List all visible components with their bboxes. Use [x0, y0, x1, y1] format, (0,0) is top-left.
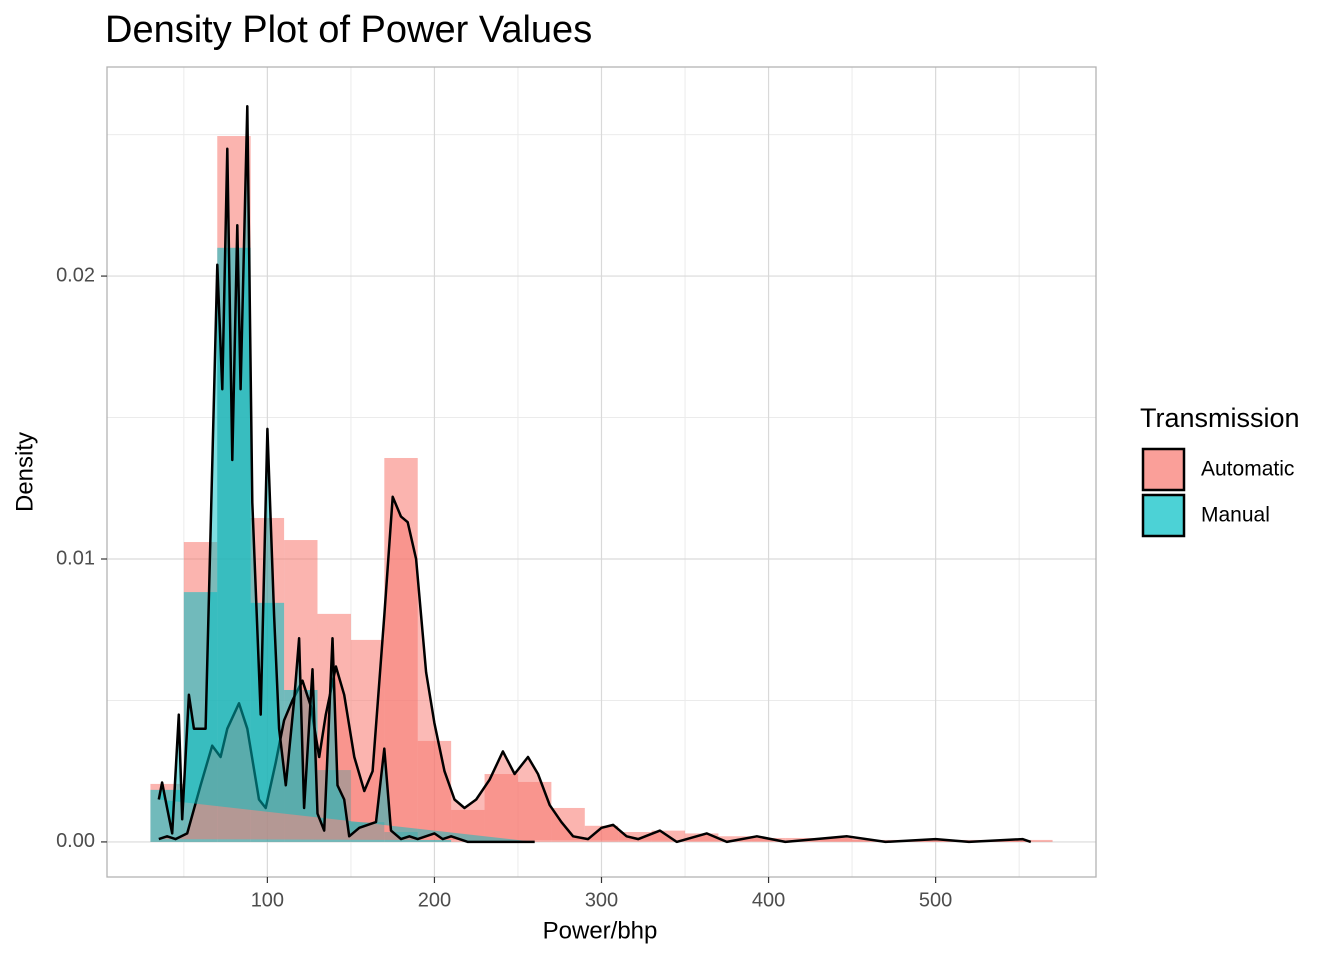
legend-label: Automatic [1201, 458, 1294, 481]
x-tick-label: 100 [251, 889, 284, 911]
density-curve [157, 105, 535, 844]
x-tick-label: 300 [585, 889, 618, 911]
legend-key [1141, 447, 1186, 492]
y-tick-label: 0.00 [56, 830, 95, 852]
legend-key [1141, 493, 1186, 538]
x-axis-label: Power/bhp [543, 917, 658, 944]
chart-title: Density Plot of Power Values [105, 9, 592, 51]
legend-label: Manual [1201, 504, 1270, 527]
legend-title: Transmission [1140, 403, 1300, 433]
y-axis-label: Density [11, 432, 38, 512]
y-tick-label: 0.01 [56, 547, 95, 569]
x-tick-label: 500 [919, 889, 952, 911]
histogram-bar [417, 839, 452, 842]
x-tick-label: 200 [418, 889, 451, 911]
histogram-bar [1019, 839, 1053, 842]
y-tick-label: 0.02 [56, 264, 95, 286]
x-tick-label: 400 [752, 889, 785, 911]
histogram-bar [618, 832, 652, 842]
